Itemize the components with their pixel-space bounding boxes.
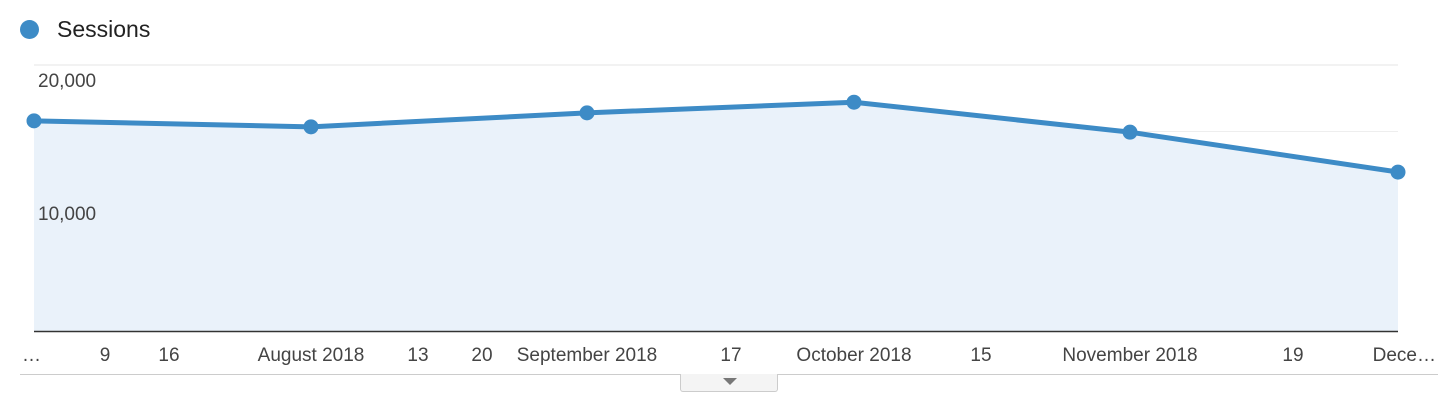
x-tick-label: 17 <box>720 345 741 366</box>
x-tick-label: 19 <box>1282 345 1303 366</box>
data-point-1[interactable] <box>303 119 319 135</box>
x-tick-label: 15 <box>970 345 991 366</box>
y-tick-label: 20,000 <box>38 71 96 92</box>
x-tick-label: 9 <box>100 345 111 366</box>
x-tick-label: 16 <box>158 345 179 366</box>
sessions-line <box>33 99 1399 175</box>
data-point-4[interactable] <box>1122 124 1138 140</box>
data-point-5[interactable] <box>1390 164 1406 180</box>
x-tick-label: Dece… <box>1373 345 1436 366</box>
data-point-0[interactable] <box>26 113 42 129</box>
x-tick-label: 13 <box>407 345 428 366</box>
legend-label: Sessions <box>57 15 151 42</box>
y-tick-label: 10,000 <box>38 204 96 225</box>
x-tick-label: September 2018 <box>517 345 658 366</box>
expand-chart-button[interactable] <box>680 374 778 392</box>
sessions-area-fill <box>34 102 1398 332</box>
data-points <box>26 94 1406 180</box>
x-tick-labels: … 9 16 August 2018 13 20 September 2018 17 Octob… <box>22 345 1436 366</box>
x-tick-label: … <box>22 345 41 366</box>
x-tick-label: 20 <box>471 345 492 366</box>
legend: Sessions <box>20 14 150 44</box>
y-tick-labels: 10,000 20,000 <box>38 71 96 225</box>
data-point-2[interactable] <box>579 105 595 121</box>
data-point-3[interactable] <box>846 94 862 110</box>
x-tick-label: November 2018 <box>1062 345 1197 366</box>
legend-dot-icon <box>20 19 39 39</box>
x-tick-label: October 2018 <box>796 345 911 366</box>
x-tick-label: August 2018 <box>258 345 365 366</box>
chevron-down-icon <box>723 378 737 385</box>
